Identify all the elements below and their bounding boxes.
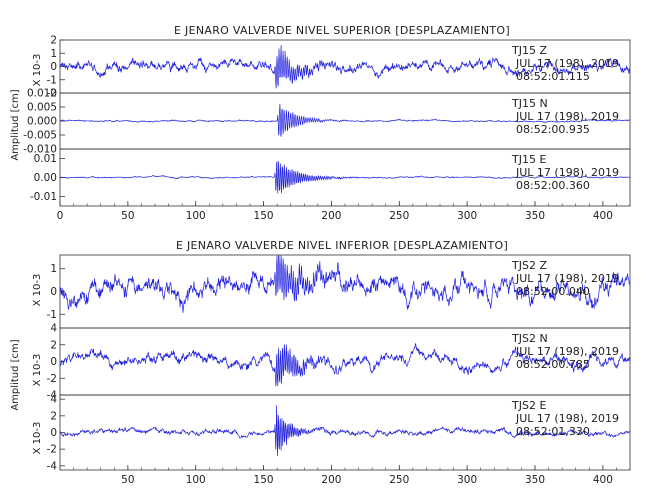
x-tick-label: 350: [525, 474, 545, 486]
y-tick-label: -1: [47, 309, 57, 321]
y-tick-label: 4: [50, 394, 57, 406]
record-time: 08:52:00.935: [516, 123, 590, 136]
x-tick-label: 250: [389, 474, 409, 486]
station-name: TJS2 E: [511, 399, 546, 412]
x-tick-label: 250: [389, 210, 409, 222]
y-tick-label: -2: [47, 373, 57, 385]
upper-scale-label-z: X 10-3: [32, 54, 43, 87]
lower-block: E JENARO VALVERDE NIVEL INFERIOR [DESPLA…: [10, 239, 631, 486]
y-tick-label: -4: [47, 390, 58, 402]
waveform-tj15-n: [60, 103, 631, 137]
x-tick-label: 50: [121, 210, 134, 222]
y-tick-label: 0.010: [27, 88, 57, 100]
y-tick-label: 0.00: [34, 172, 57, 184]
x-tick-label: 300: [457, 474, 477, 486]
record-time: 08:52:01.330: [516, 425, 590, 438]
y-tick-label: -0.010: [23, 144, 57, 156]
x-tick-label: 200: [321, 210, 341, 222]
upper-title: E JENARO VALVERDE NIVEL SUPERIOR [DESPLA…: [174, 24, 510, 37]
y-tick-label: -1: [47, 74, 57, 86]
y-tick-label: 1: [50, 263, 57, 275]
station-name: TJ15 Z: [511, 44, 547, 57]
record-date: JUL 17 (198), 2019: [515, 57, 619, 70]
lower-scale-label-e: X 10-3: [32, 422, 43, 455]
y-tick-label: 0.005: [27, 102, 57, 114]
record-time: 08:52:00.360: [516, 179, 590, 192]
y-tick-label: 0.000: [27, 116, 57, 128]
waveform-tj15-z: [59, 45, 631, 89]
record-time: 08:52:00.040: [516, 285, 590, 298]
record-date: JUL 17 (198), 2019: [515, 272, 619, 285]
y-tick-label: 2: [50, 410, 57, 422]
station-name: TJ15 N: [511, 97, 548, 110]
record-date: JUL 17 (198), 2019: [515, 345, 619, 358]
x-tick-label: 350: [525, 210, 545, 222]
y-tick-label: -2: [47, 88, 57, 100]
waveform-tjs2-z: [59, 254, 631, 313]
y-tick-label: -4: [47, 460, 58, 472]
y-tick-label: 4: [50, 323, 57, 335]
record-time: 08:52:01.115: [516, 70, 590, 83]
y-tick-label: 0: [50, 286, 57, 298]
y-tick-label: -2: [47, 444, 57, 456]
y-tick-label: 1: [50, 48, 57, 60]
x-tick-label: 300: [457, 210, 477, 222]
waveform-tjs2-n: [59, 343, 631, 387]
lower-ylabel: Amplitud [cm]: [10, 339, 21, 410]
record-time: 08:52:00.785: [516, 358, 590, 371]
station-name: TJS2 Z: [511, 259, 547, 272]
x-tick-label: 150: [254, 474, 274, 486]
record-date: JUL 17 (198), 2019: [515, 412, 619, 425]
y-tick-label: 2: [50, 339, 57, 351]
x-tick-label: 200: [321, 474, 341, 486]
lower-scale-label-z: X 10-3: [32, 274, 43, 307]
upper-x-axis: 0 50 100 150 200 250 300 350 400: [57, 201, 631, 222]
record-date: JUL 17 (198), 2019: [515, 166, 619, 179]
record-date: JUL 17 (198), 2019: [515, 110, 619, 123]
y-tick-label: 0: [50, 427, 57, 439]
lower-x-axis: 50 100 150 200 250 300 350 400: [59, 465, 631, 486]
x-tick-label: 400: [593, 210, 613, 222]
station-name: TJS2 N: [511, 332, 548, 345]
y-tick-label: -0.01: [30, 191, 57, 203]
upper-ylabel: Amplitud [cm]: [10, 89, 21, 160]
y-tick-label: 0: [50, 61, 57, 73]
x-tick-label: 50: [121, 474, 134, 486]
lower-title: E JENARO VALVERDE NIVEL INFERIOR [DESPLA…: [176, 239, 508, 252]
x-tick-label: 100: [186, 210, 206, 222]
station-name: TJ15 E: [511, 153, 546, 166]
y-tick-label: -0.005: [23, 130, 57, 142]
upper-block: E JENARO VALVERDE NIVEL SUPERIOR [DESPLA…: [10, 24, 631, 222]
lower-scale-label-n: X 10-3: [32, 354, 43, 387]
waveform-tjs2-e: [59, 405, 631, 456]
x-tick-label: 150: [254, 210, 274, 222]
y-tick-label: 0: [50, 356, 57, 368]
x-tick-label: 100: [186, 474, 206, 486]
x-tick-label: 400: [593, 474, 613, 486]
y-tick-label: 0.01: [34, 153, 57, 165]
x-tick-label: 0: [57, 210, 64, 222]
waveform-tj15-e: [59, 160, 631, 194]
y-tick-label: 2: [50, 35, 57, 47]
